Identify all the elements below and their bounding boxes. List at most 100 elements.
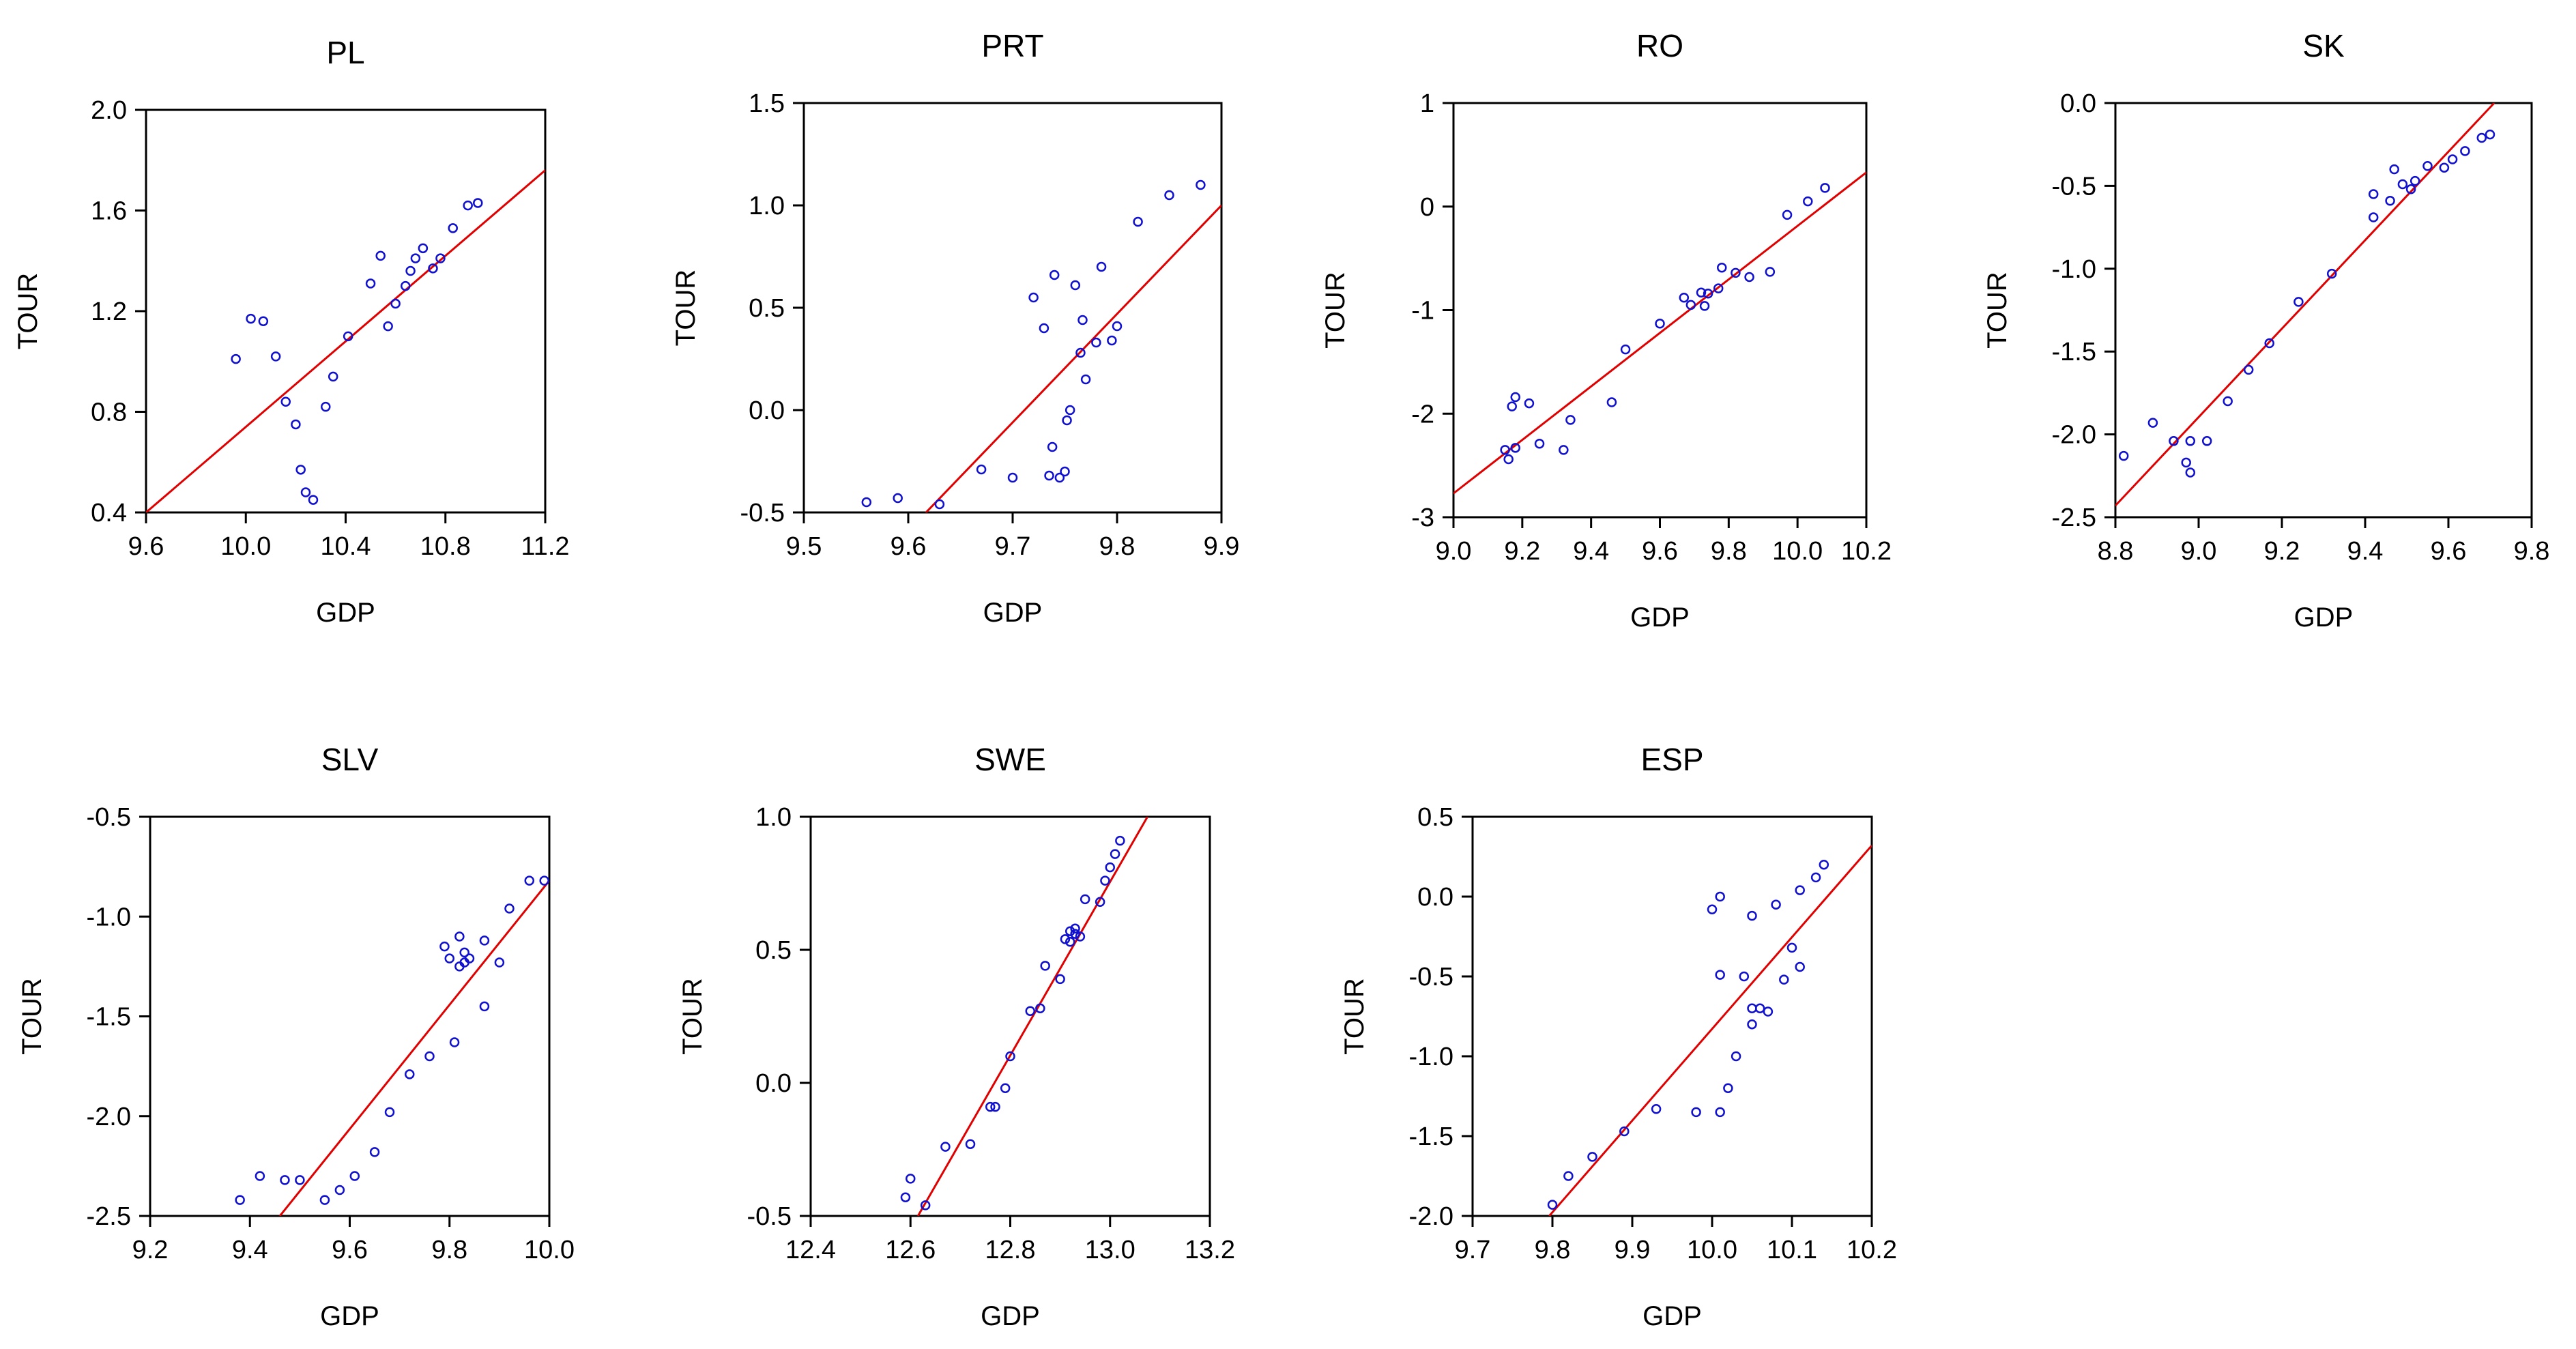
chart-title: ESP <box>1640 742 1703 777</box>
x-tick-label: 9.4 <box>232 1236 268 1264</box>
fit-line <box>146 169 545 512</box>
data-point <box>1810 872 1821 883</box>
y-tick-label: -3 <box>1411 504 1434 532</box>
data-point <box>349 1171 360 1181</box>
x-tick-label: 9.6 <box>1642 537 1678 566</box>
y-tick-label: -1.0 <box>1409 1043 1453 1071</box>
data-point <box>1510 443 1520 453</box>
x-tick-label: 9.8 <box>431 1236 467 1264</box>
data-point <box>449 1037 460 1047</box>
data-point <box>444 953 454 963</box>
chart-panel-slv: SLV 9.2 9.4 9.6 9.8 10.0 -2.5 -2.0 -1.5 -1.0 -0.5 G… <box>17 742 575 1331</box>
data-point <box>1133 216 1143 227</box>
data-point <box>1035 1003 1045 1014</box>
data-point <box>1786 942 1797 953</box>
data-point <box>1075 931 1086 942</box>
plot-frame <box>1471 815 1873 1217</box>
x-tick-label: 11.2 <box>521 532 569 561</box>
data-point <box>1547 1200 1558 1210</box>
x-tick-label: 9.6 <box>891 532 927 561</box>
x-tick-label: 9.7 <box>995 532 1031 561</box>
fit-line <box>278 880 549 1216</box>
data-point <box>2264 338 2274 349</box>
data-point <box>1655 318 1665 329</box>
x-tick-label: 9.8 <box>1099 532 1135 561</box>
data-point <box>1510 392 1520 403</box>
data-point <box>428 263 438 274</box>
data-point <box>2201 436 2212 446</box>
data-point <box>1115 835 1125 846</box>
x-tick-label: 9.0 <box>2181 537 2217 566</box>
data-point <box>2397 179 2408 190</box>
data-point <box>479 935 490 946</box>
data-point <box>1691 1107 1701 1118</box>
y-tick-label: -2.0 <box>2052 421 2096 450</box>
data-point <box>1049 270 1060 280</box>
data-point <box>1779 974 1789 985</box>
y-tick-label: -1 <box>1411 297 1434 325</box>
x-tick-label: 10.1 <box>1767 1236 1817 1264</box>
data-point <box>1703 288 1713 299</box>
data-point <box>1707 904 1718 914</box>
data-point <box>1025 1006 1035 1016</box>
data-point <box>1028 292 1039 303</box>
plot-frame <box>2114 102 2533 519</box>
data-point <box>401 280 411 291</box>
y-tick-label: -0.5 <box>2052 172 2096 201</box>
x-tick-label: 10.0 <box>1687 1236 1737 1264</box>
data-point <box>1054 472 1065 483</box>
y-tick-label: -1.5 <box>87 1003 131 1032</box>
data-point <box>1110 849 1120 859</box>
plot-frame <box>809 815 1211 1217</box>
x-tick-label: 9.4 <box>1573 537 1609 566</box>
data-point <box>976 464 987 475</box>
y-tick-label: 0.4 <box>91 499 127 527</box>
data-point <box>2368 212 2379 222</box>
data-point <box>1503 454 1514 465</box>
y-tick-label: 0.0 <box>749 396 785 425</box>
y-tick-label: -2.5 <box>2052 504 2096 532</box>
fit-line <box>1453 171 1866 495</box>
y-tick-label: -2.0 <box>87 1103 131 1131</box>
data-point <box>1040 961 1050 971</box>
data-point <box>1559 445 1569 455</box>
data-point <box>1699 301 1710 311</box>
data-point <box>343 331 353 342</box>
y-axis-label: TOUR <box>1320 272 1350 349</box>
x-tick-label: 9.2 <box>132 1236 169 1264</box>
data-point <box>300 487 311 497</box>
data-point <box>270 351 281 362</box>
y-tick-label: 0.0 <box>2060 89 2096 118</box>
plot-frame <box>145 108 547 514</box>
data-point <box>424 1051 435 1062</box>
data-point <box>410 253 421 263</box>
data-point <box>1095 897 1105 908</box>
data-point <box>280 1175 290 1185</box>
y-axis-label: TOUR <box>1982 272 2012 349</box>
data-point <box>906 1174 916 1184</box>
plot-frame <box>1452 102 1868 519</box>
data-point <box>920 1200 931 1210</box>
data-point <box>2460 146 2470 156</box>
data-point <box>1619 1126 1630 1137</box>
data-point <box>985 1101 996 1112</box>
data-point <box>1062 415 1072 426</box>
y-axis-label: TOUR <box>678 978 708 1055</box>
data-point <box>369 1147 380 1157</box>
data-point <box>2181 457 2191 468</box>
data-point <box>308 495 319 505</box>
x-axis-label: GDP <box>320 1301 379 1331</box>
data-point <box>1164 190 1174 201</box>
y-tick-label: -1.5 <box>2052 338 2096 366</box>
x-tick-label: 10.4 <box>321 532 371 561</box>
data-point <box>934 499 945 510</box>
y-tick-label: -1.5 <box>1409 1122 1453 1151</box>
data-point <box>384 1107 395 1118</box>
data-point <box>2368 189 2379 199</box>
data-point <box>1731 1051 1741 1062</box>
data-point <box>1620 344 1631 355</box>
data-point <box>1731 267 1741 278</box>
data-point <box>1075 347 1086 358</box>
x-tick-label: 9.8 <box>1535 1236 1571 1264</box>
data-point <box>1524 398 1535 409</box>
